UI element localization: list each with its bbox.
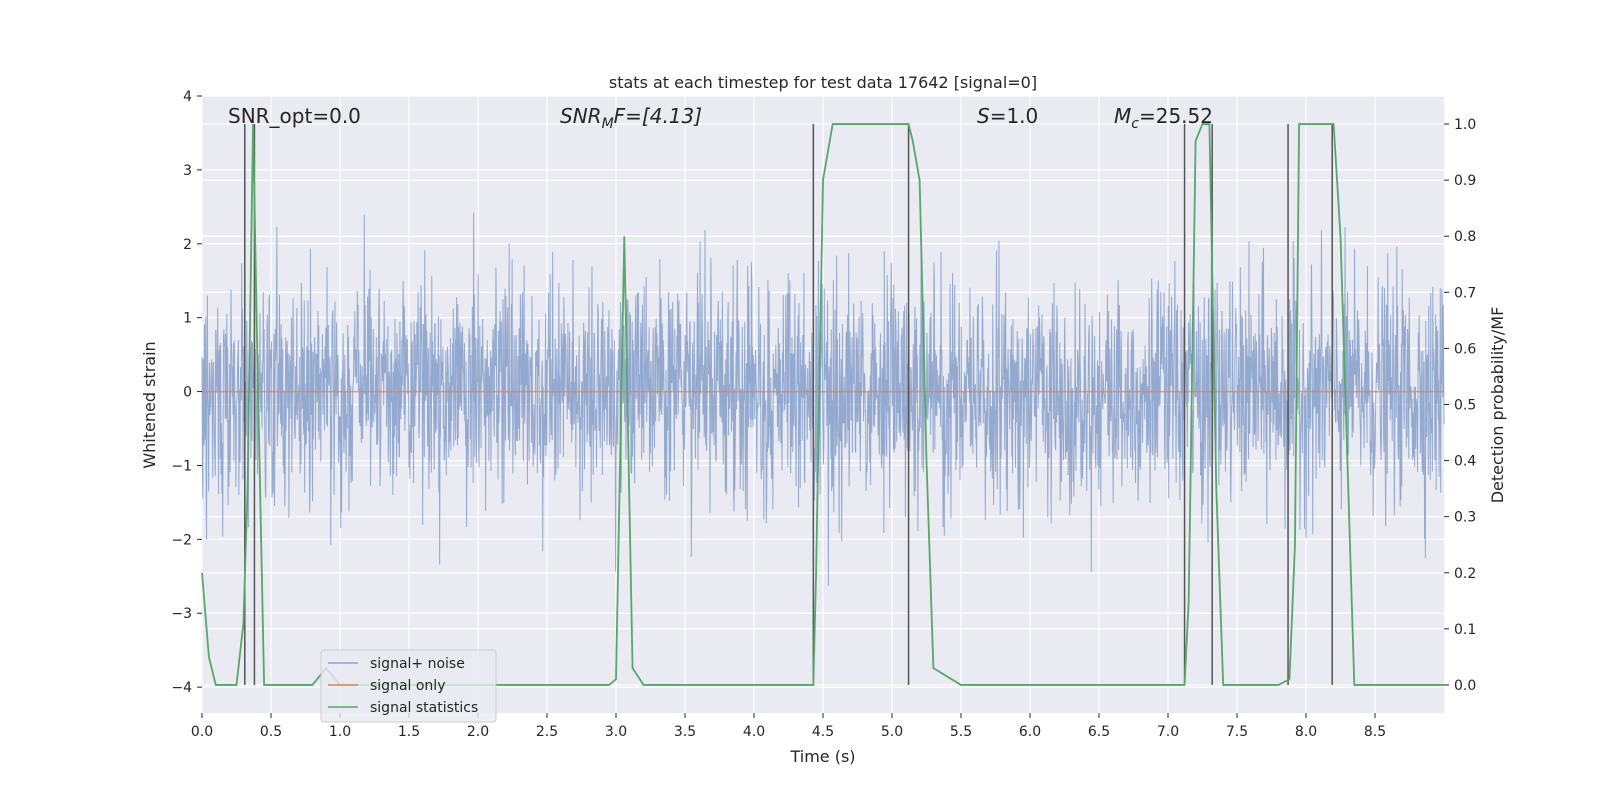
y2-tick-label: 0.9 [1454, 173, 1476, 189]
annotation-mc-sub: c [1131, 116, 1139, 132]
y2-tick-label: 0.8 [1454, 229, 1476, 245]
x-tick-label: 3.0 [605, 724, 627, 740]
chart-title: stats at each timestep for test data 176… [609, 73, 1037, 92]
annotation-mc: Mc=25.52 [1114, 104, 1213, 132]
annotation-snr-mf-suffix: F=[4.13] [614, 104, 702, 128]
y-tick-label: −2 [171, 532, 192, 548]
x-tick-label: 4.5 [812, 724, 834, 740]
y-tick-label: 0 [183, 385, 192, 401]
axis-ticks: 0.0 0.5 1.0 1.5 2.0 2.5 3.0 3.5 4.0 4.5 5.0 5.5 6.0 6… [171, 89, 1476, 740]
x-axis-label: Time (s) [789, 747, 855, 766]
y2-tick-label: 0.6 [1454, 341, 1476, 357]
annotation-snr-mf-base: SNR [560, 104, 602, 128]
y2-tick-label: 0.5 [1454, 398, 1476, 414]
x-tick-label: 8.0 [1295, 724, 1317, 740]
x-tick-label: 0.0 [191, 724, 213, 740]
x-tick-label: 2.0 [467, 724, 489, 740]
y2-tick-label: 0.0 [1454, 678, 1476, 694]
annotation-s-suffix: =1.0 [990, 104, 1039, 128]
x-tick-label: 6.5 [1088, 724, 1110, 740]
statistics-line [201, 123, 1444, 686]
x-tick-label: 7.0 [1157, 724, 1179, 740]
x-tick-label: 1.5 [398, 724, 420, 740]
x-tick-label: 5.5 [950, 724, 972, 740]
annotation-s-base: S [977, 104, 990, 128]
annotation-snr-mf-sub: M [602, 116, 614, 132]
x-tick-label: 7.5 [1226, 724, 1248, 740]
y2-tick-label: 0.3 [1454, 510, 1476, 526]
annotation-snr-opt: SNR_opt=0.0 [228, 104, 361, 128]
signal-statistics-series [201, 123, 1444, 686]
y2-tick-label: 0.4 [1454, 454, 1476, 470]
x-tick-label: 5.0 [881, 724, 903, 740]
y-tick-label: −4 [171, 680, 192, 696]
vertical-markers [244, 124, 1333, 685]
y2-axis-label: Detection probability/MF [1488, 307, 1507, 504]
y2-tick-label: 0.2 [1454, 566, 1476, 582]
x-tick-label: 3.5 [674, 724, 696, 740]
annotation-snr-opt-value: 0.0 [329, 104, 361, 128]
y2-tick-label: 1.0 [1454, 117, 1476, 133]
annotation-snr-mf: SNRMF=[4.13] [560, 104, 702, 132]
x-tick-label: 1.0 [329, 724, 351, 740]
y-tick-label: 3 [183, 163, 192, 179]
y-axis-label: Whitened strain [140, 341, 159, 468]
signal-noise-series [201, 212, 1445, 586]
x-tick-label: 0.5 [260, 724, 282, 740]
legend-label-statistics: signal statistics [370, 700, 478, 716]
y2-tick-label: 0.7 [1454, 285, 1476, 301]
annotation-snr-opt-prefix: SNR_opt= [228, 104, 329, 128]
x-tick-label: 4.0 [743, 724, 765, 740]
annotation-mc-suffix: =25.52 [1139, 104, 1213, 128]
x-tick-label: 2.5 [536, 724, 558, 740]
x-tick-label: 6.0 [1019, 724, 1041, 740]
annotation-mc-base: M [1114, 104, 1131, 128]
noise-trace [201, 212, 1445, 586]
y-tick-label: −3 [171, 606, 192, 622]
legend-box [320, 649, 497, 723]
y-tick-label: 2 [183, 237, 192, 253]
legend: signal+ noise signal only signal statist… [320, 649, 497, 723]
y-tick-label: 1 [183, 311, 192, 327]
legend-label-signal-only: signal only [370, 678, 445, 694]
y-tick-label: −1 [171, 458, 192, 474]
annotation-s: S=1.0 [977, 104, 1038, 128]
legend-label-noise: signal+ noise [370, 656, 465, 672]
x-tick-label: 8.5 [1364, 724, 1386, 740]
y2-tick-label: 0.1 [1454, 622, 1476, 638]
y-tick-label: 4 [183, 89, 192, 105]
